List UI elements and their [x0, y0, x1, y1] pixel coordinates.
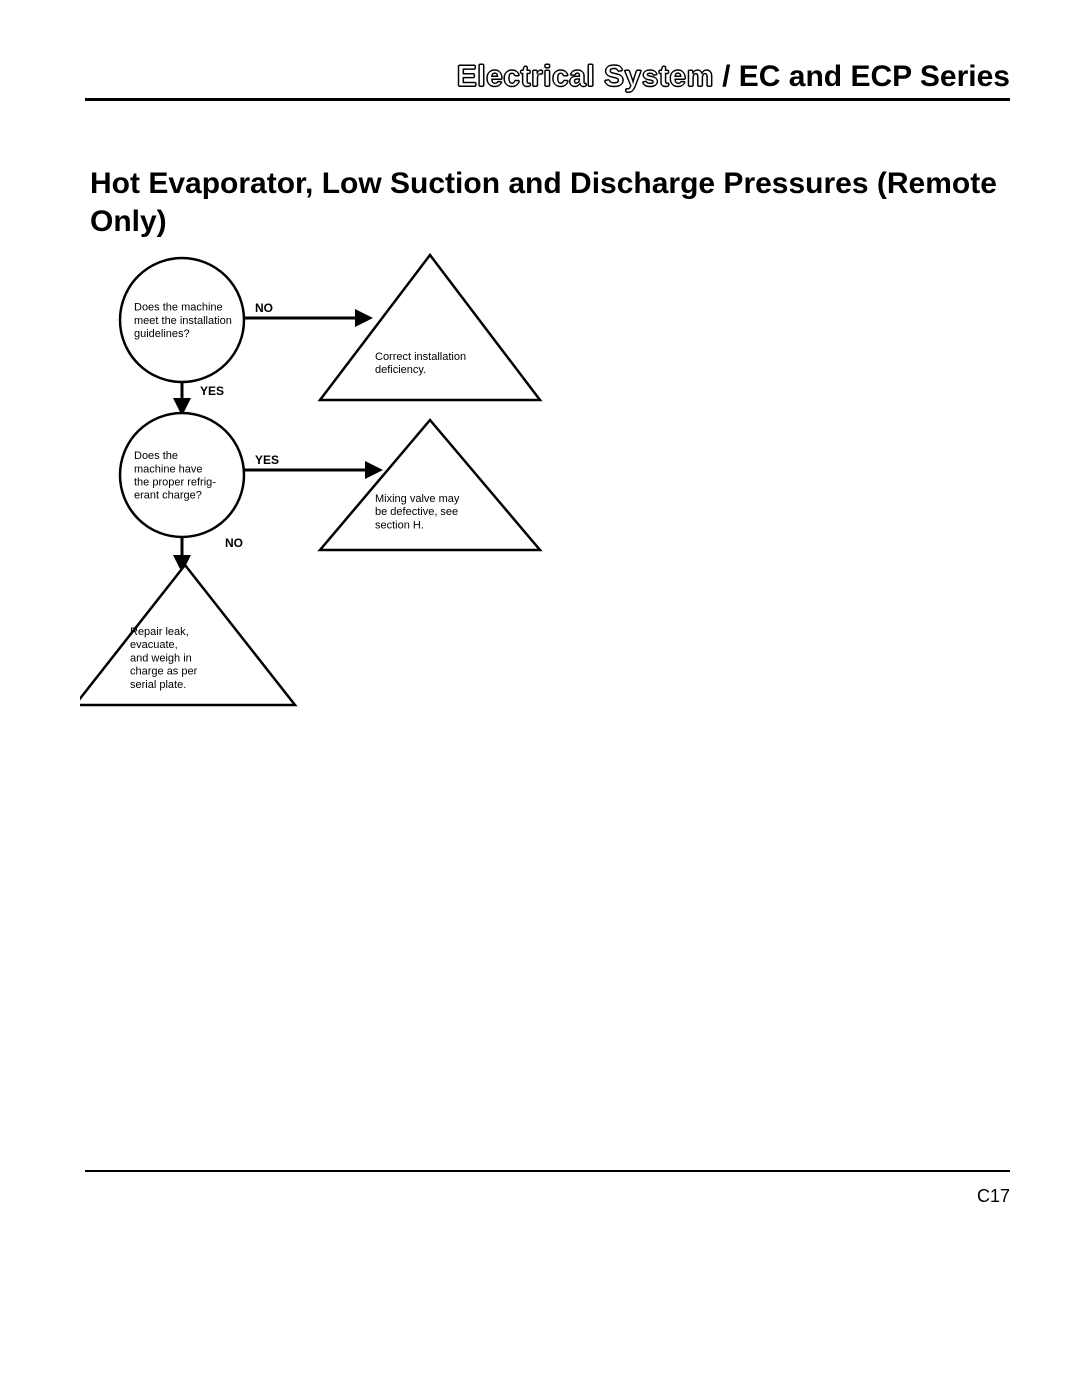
- flow-edge-label: NO: [225, 536, 243, 550]
- flow-edge-label: YES: [255, 453, 279, 467]
- page-number: C17: [977, 1186, 1010, 1207]
- footer-rule: [85, 1170, 1010, 1172]
- action-node: [320, 420, 540, 550]
- page-title: Hot Evaporator, Low Suction and Discharg…: [90, 165, 1010, 240]
- header-section: Electrical System: [457, 60, 714, 93]
- page: Electrical System / EC and ECP Series Ho…: [0, 0, 1080, 1397]
- flowchart: NOYESYESNODoes the machinemeet the insta…: [80, 250, 580, 750]
- header-rule: [85, 98, 1010, 101]
- flow-edge-label: NO: [255, 301, 273, 315]
- page-header: Electrical System / EC and ECP Series: [457, 60, 1010, 94]
- flow-edge-label: YES: [200, 384, 224, 398]
- header-divider: /: [714, 60, 739, 93]
- action-node: [320, 255, 540, 400]
- header-series: EC and ECP Series: [739, 60, 1010, 93]
